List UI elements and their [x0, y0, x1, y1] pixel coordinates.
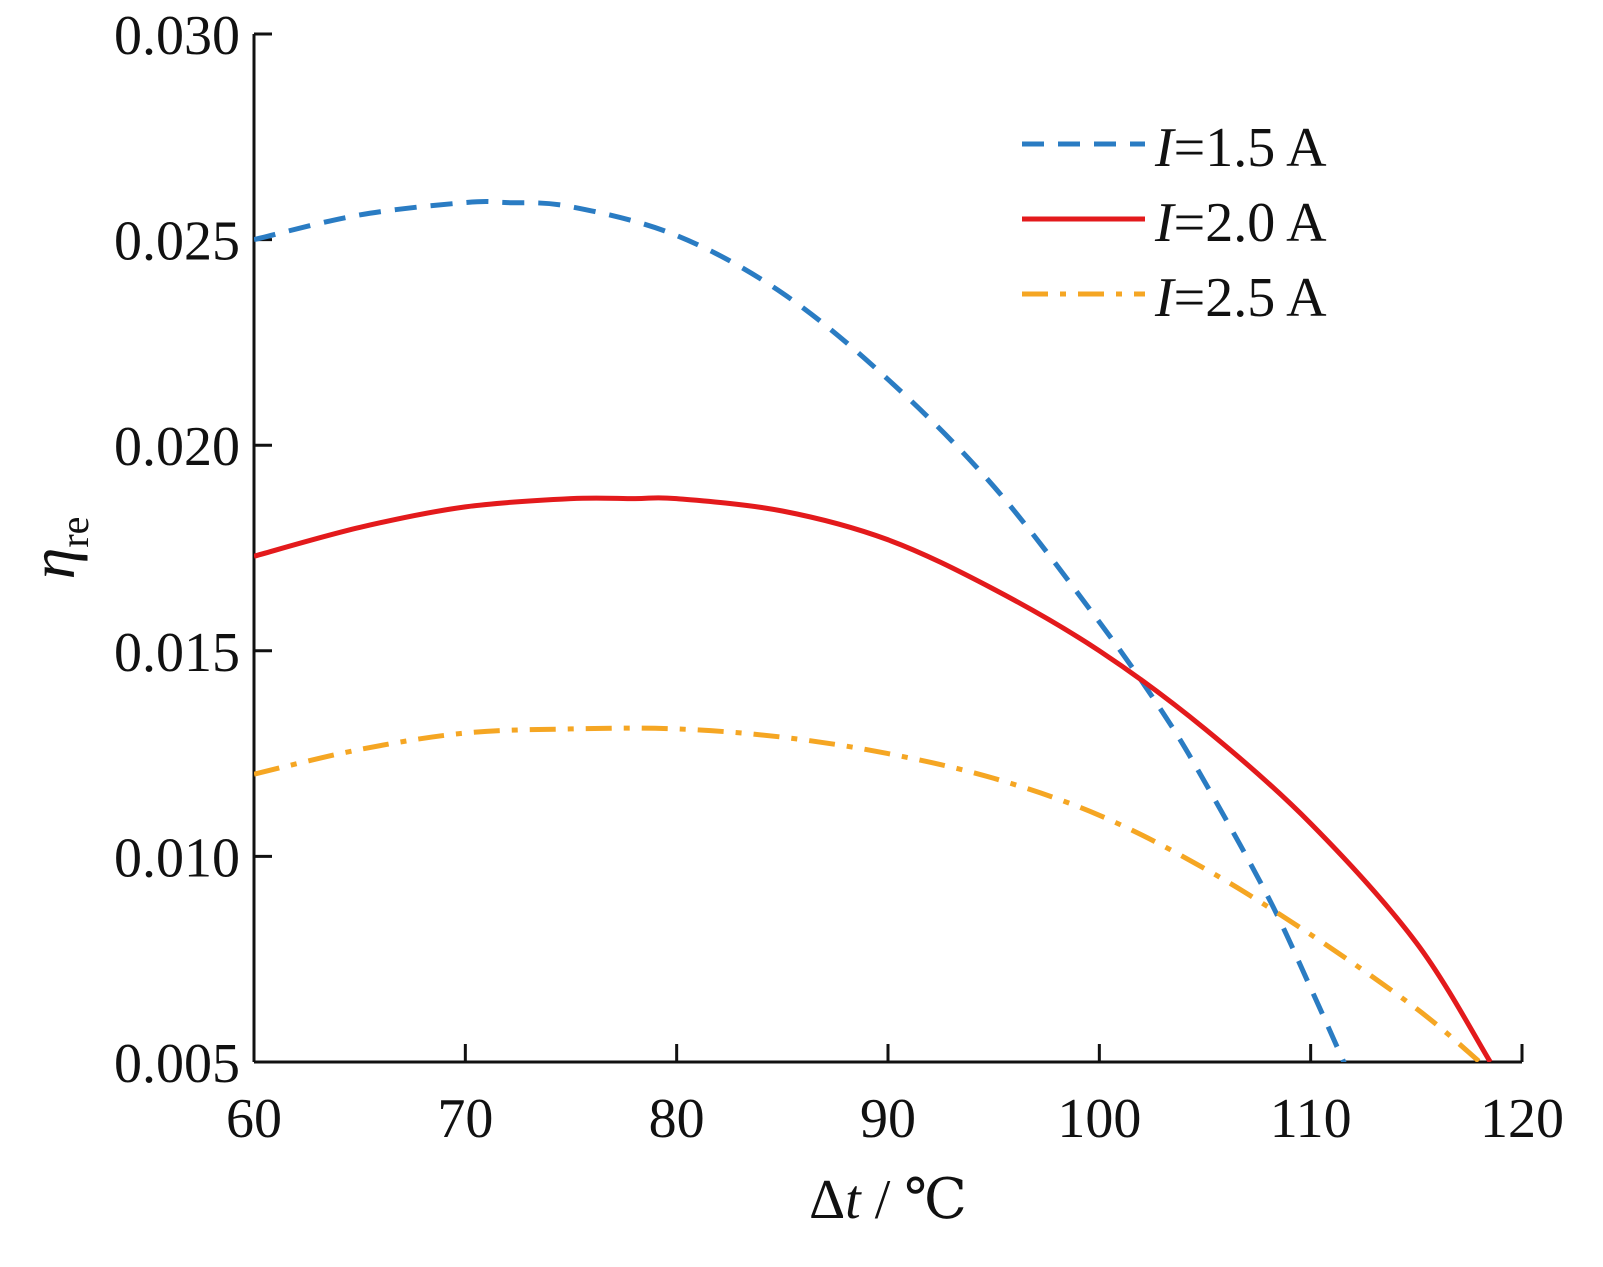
legend-value: =2.0 A	[1174, 192, 1327, 254]
legend-value: =1.5 A	[1174, 117, 1327, 179]
x-tick-label: 80	[649, 1088, 705, 1150]
legend-variable: I	[1154, 192, 1176, 254]
x-tick-label: 100	[1057, 1088, 1141, 1150]
legend-label-2: I=2.0 A	[1154, 192, 1327, 254]
x-axis-unit: / ℃	[861, 1169, 967, 1231]
legend-variable: I	[1154, 267, 1176, 329]
x-tick-label: 90	[860, 1088, 916, 1150]
legend-label-3: I=2.5 A	[1154, 267, 1327, 329]
series-layer	[254, 199, 1493, 1062]
x-tick-label: 120	[1480, 1088, 1564, 1150]
y-tick-label: 0.020	[114, 416, 240, 478]
x-axis-title: Δt / ℃	[809, 1169, 967, 1231]
x-axis-symbol: Δ	[809, 1169, 845, 1231]
series-line-1	[254, 199, 1347, 1062]
x-axis-variable: t	[845, 1169, 862, 1231]
legend-variable: I	[1154, 117, 1176, 179]
x-tick-label: 110	[1270, 1088, 1352, 1150]
series-line-2	[254, 495, 1493, 1062]
legend: I=1.5 AI=2.0 AI=2.5 A	[1022, 117, 1327, 329]
x-tick-label: 60	[226, 1088, 282, 1150]
y-tick-label: 0.010	[114, 827, 240, 889]
series-line-3	[254, 725, 1482, 1062]
y-tick-label: 0.030	[114, 5, 240, 67]
x-axis-ticks: 60 70 80 90 100 110 120	[226, 1044, 1564, 1150]
x-tick-label: 70	[437, 1088, 493, 1150]
legend-label-1: I=1.5 A	[1154, 117, 1327, 179]
y-axis-variable: η	[17, 548, 88, 580]
y-axis-ticks: 0.005 0.010 0.015 0.020 0.025 0.030	[114, 5, 272, 1095]
legend-value: =2.5 A	[1174, 267, 1327, 329]
y-axis-subscript: re	[52, 517, 97, 548]
y-axis-title: ηre	[17, 517, 97, 580]
y-tick-label: 0.015	[114, 622, 240, 684]
y-tick-label: 0.005	[114, 1033, 240, 1095]
y-tick-label: 0.025	[114, 211, 240, 273]
